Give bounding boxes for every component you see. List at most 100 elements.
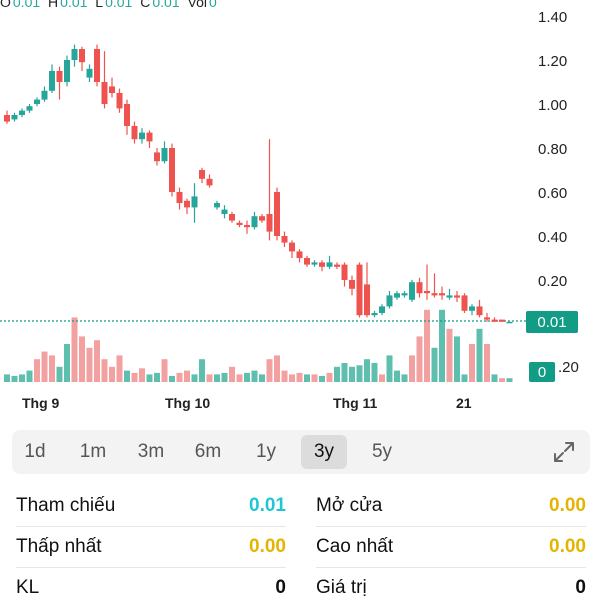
volume-bar: [439, 309, 445, 382]
x-axis-date-label: Thg 10: [165, 395, 210, 411]
volume-bar: [484, 344, 490, 382]
y-axis-tick-label: 1.00: [538, 97, 567, 114]
volume-bar: [116, 355, 123, 382]
divider: [16, 567, 286, 568]
volume-bar: [214, 374, 220, 382]
candle-body: [251, 216, 258, 228]
candle-body: [446, 295, 453, 298]
high-price-value: 0.00: [549, 536, 586, 557]
candle-body: [394, 293, 400, 298]
candle-body: [146, 132, 153, 142]
volume-bar: [371, 363, 378, 382]
candle-body: [71, 49, 78, 60]
candle-body: [431, 293, 438, 296]
candle-body: [229, 214, 235, 221]
candle-body: [86, 68, 93, 78]
range-5y-button[interactable]: 5y: [371, 441, 393, 462]
volume-bar: [461, 374, 468, 382]
volume-bar: [364, 359, 370, 382]
candle-body: [26, 106, 33, 111]
volume-bar: [56, 366, 63, 382]
candle-body: [424, 291, 430, 294]
stat-low: Thấp nhất 0.00: [16, 527, 286, 567]
candle-body: [34, 99, 40, 104]
candle-body: [349, 280, 355, 289]
volume-bar: [499, 378, 505, 382]
candle-body: [79, 49, 85, 63]
divider: [16, 526, 286, 527]
candle-body: [334, 264, 340, 267]
candle-body: [319, 262, 325, 267]
volume-bar: [34, 359, 40, 382]
candle-body: [371, 313, 378, 316]
volume-bar: [341, 363, 348, 382]
volume-bar: [109, 366, 115, 382]
candle-body: [401, 293, 408, 296]
range-3y-button[interactable]: 3y: [301, 435, 347, 469]
volume-bar: [259, 374, 265, 382]
range-1m-button[interactable]: 1m: [79, 441, 107, 462]
divider: [316, 567, 586, 568]
candle-body: [56, 71, 63, 82]
open-label: O: [0, 0, 11, 10]
candle-body: [49, 71, 55, 91]
range-1y-button[interactable]: 1y: [255, 441, 277, 462]
range-1d-button[interactable]: 1d: [24, 441, 46, 462]
volume-bar: [146, 374, 153, 382]
volume-bar: [64, 344, 70, 382]
candle-body: [109, 86, 115, 93]
volume-bar: [236, 374, 243, 382]
high-value: 0.01: [60, 0, 88, 10]
x-axis-date-label: Thg 9: [22, 395, 60, 411]
candle-body: [304, 258, 310, 265]
volume-bar: [491, 374, 498, 382]
candle-body: [289, 242, 295, 252]
volume-bar: [49, 355, 55, 382]
low-price-label: Thấp nhất: [16, 536, 102, 557]
range-3m-button[interactable]: 3m: [137, 441, 165, 462]
volume-bar: [124, 370, 130, 382]
volume-bar: [274, 355, 280, 382]
expand-icon[interactable]: [552, 440, 576, 464]
x-axis-date-label: Thg 11: [333, 395, 378, 411]
candle-body: [461, 295, 468, 311]
candle-body: [236, 222, 243, 225]
volume-bar: [506, 378, 513, 382]
volume-bar: [304, 374, 310, 382]
candle-body: [499, 319, 505, 322]
volume-bar: [86, 347, 93, 382]
close-value: 0.01: [152, 0, 180, 10]
volume-bar: [221, 372, 228, 382]
y-axis-tick-label: 0.20: [538, 273, 567, 290]
range-6m-button[interactable]: 6m: [194, 441, 222, 462]
candle-body: [154, 152, 160, 162]
volume-bar: [424, 309, 430, 382]
candle-body: [379, 306, 385, 313]
candlestick-chart-svg[interactable]: 1.40 1.20 1.00 0.80 0.60 0.40 0.20 .20 Thg 9 Thg …: [0, 0, 600, 412]
volume-bar: [431, 347, 438, 382]
low-label: L: [95, 0, 104, 10]
candle-body: [184, 200, 190, 208]
candle-body: [221, 209, 228, 214]
candle-body: [491, 319, 498, 322]
volume-label: Vol: [187, 0, 207, 10]
candle-body: [409, 282, 415, 300]
high-price-label: Cao nhất: [316, 536, 394, 557]
candle-body: [476, 306, 483, 316]
volume-bar: [319, 375, 325, 382]
volume-bar: [326, 372, 333, 382]
candle-body: [191, 196, 198, 208]
candle-body: [281, 236, 288, 243]
candle-body: [439, 293, 445, 296]
volume-bar: [394, 370, 400, 382]
volume-bar: [349, 366, 355, 382]
open-price-value: 0.00: [549, 495, 586, 516]
volume-bar: [454, 336, 460, 382]
current-volume-tag: 0: [529, 362, 555, 382]
volume-bar: [139, 368, 145, 382]
candle-body: [41, 90, 48, 100]
candle-body: [469, 306, 475, 311]
candle-body: [266, 214, 273, 232]
price-chart[interactable]: 1.40 1.20 1.00 0.80 0.60 0.40 0.20 .20 Thg 9 Thg …: [0, 0, 600, 412]
volume-bar: [229, 366, 235, 382]
